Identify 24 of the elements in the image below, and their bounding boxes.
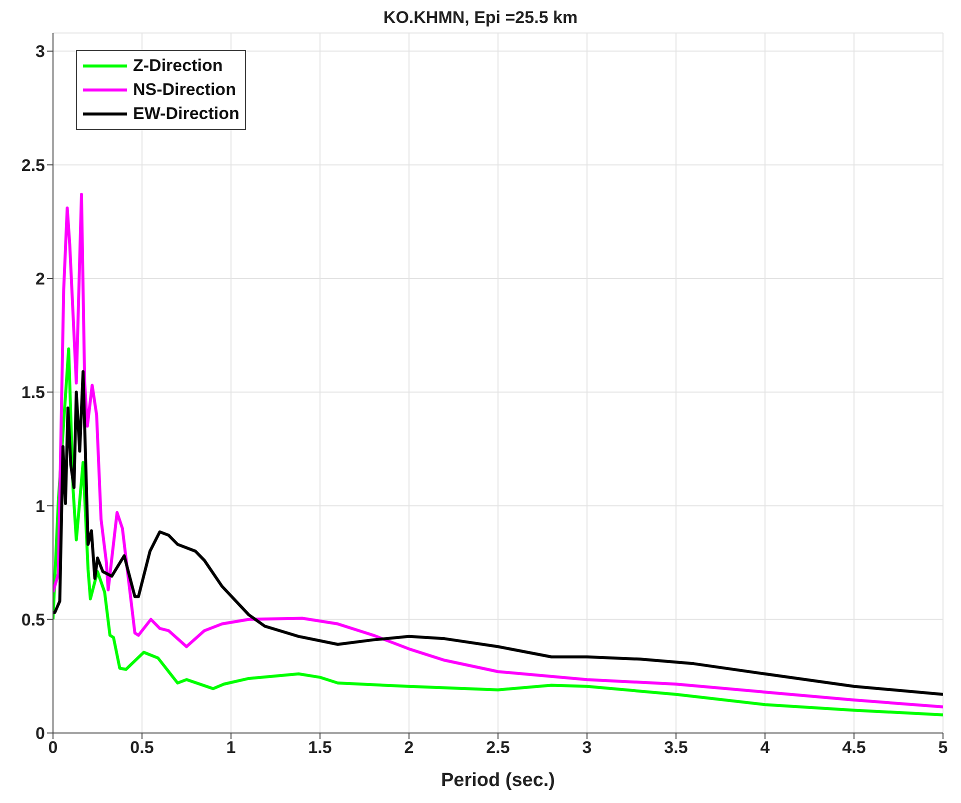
line-series [53, 192, 943, 708]
y-tick-label: 3 [36, 42, 45, 62]
y-tick-label: 0 [36, 724, 45, 744]
chart-title: KO.KHMN, Epi =25.5 km [382, 8, 579, 28]
legend-label: NS-Direction [133, 79, 236, 101]
x-tick-label: 4.5 [842, 738, 866, 758]
x-tick-label: 1 [226, 738, 236, 758]
x-tick-label: 2 [404, 738, 414, 758]
legend-label: EW-Direction [133, 103, 240, 125]
x-tick-label: 0 [48, 738, 58, 758]
x-tick-label: 3 [582, 738, 592, 758]
y-tick-label: 1.5 [21, 383, 45, 402]
y-tick-label: 0.5 [21, 610, 45, 630]
x-tick-label: 4 [760, 738, 770, 758]
x-tick-label: 0.5 [130, 738, 154, 758]
x-axis-title: Period (sec.) [440, 770, 556, 791]
x-tick-label: 2.5 [486, 738, 510, 758]
x-tick-label: 5 [938, 738, 948, 758]
legend-label: Z-Direction [133, 55, 223, 77]
y-tick-label: 1 [36, 496, 45, 516]
x-tick-label: 3.5 [664, 738, 688, 758]
y-tick-label: 2 [36, 269, 45, 288]
x-tick-label: 1.5 [308, 738, 332, 758]
y-tick-label: 2.5 [21, 156, 45, 175]
